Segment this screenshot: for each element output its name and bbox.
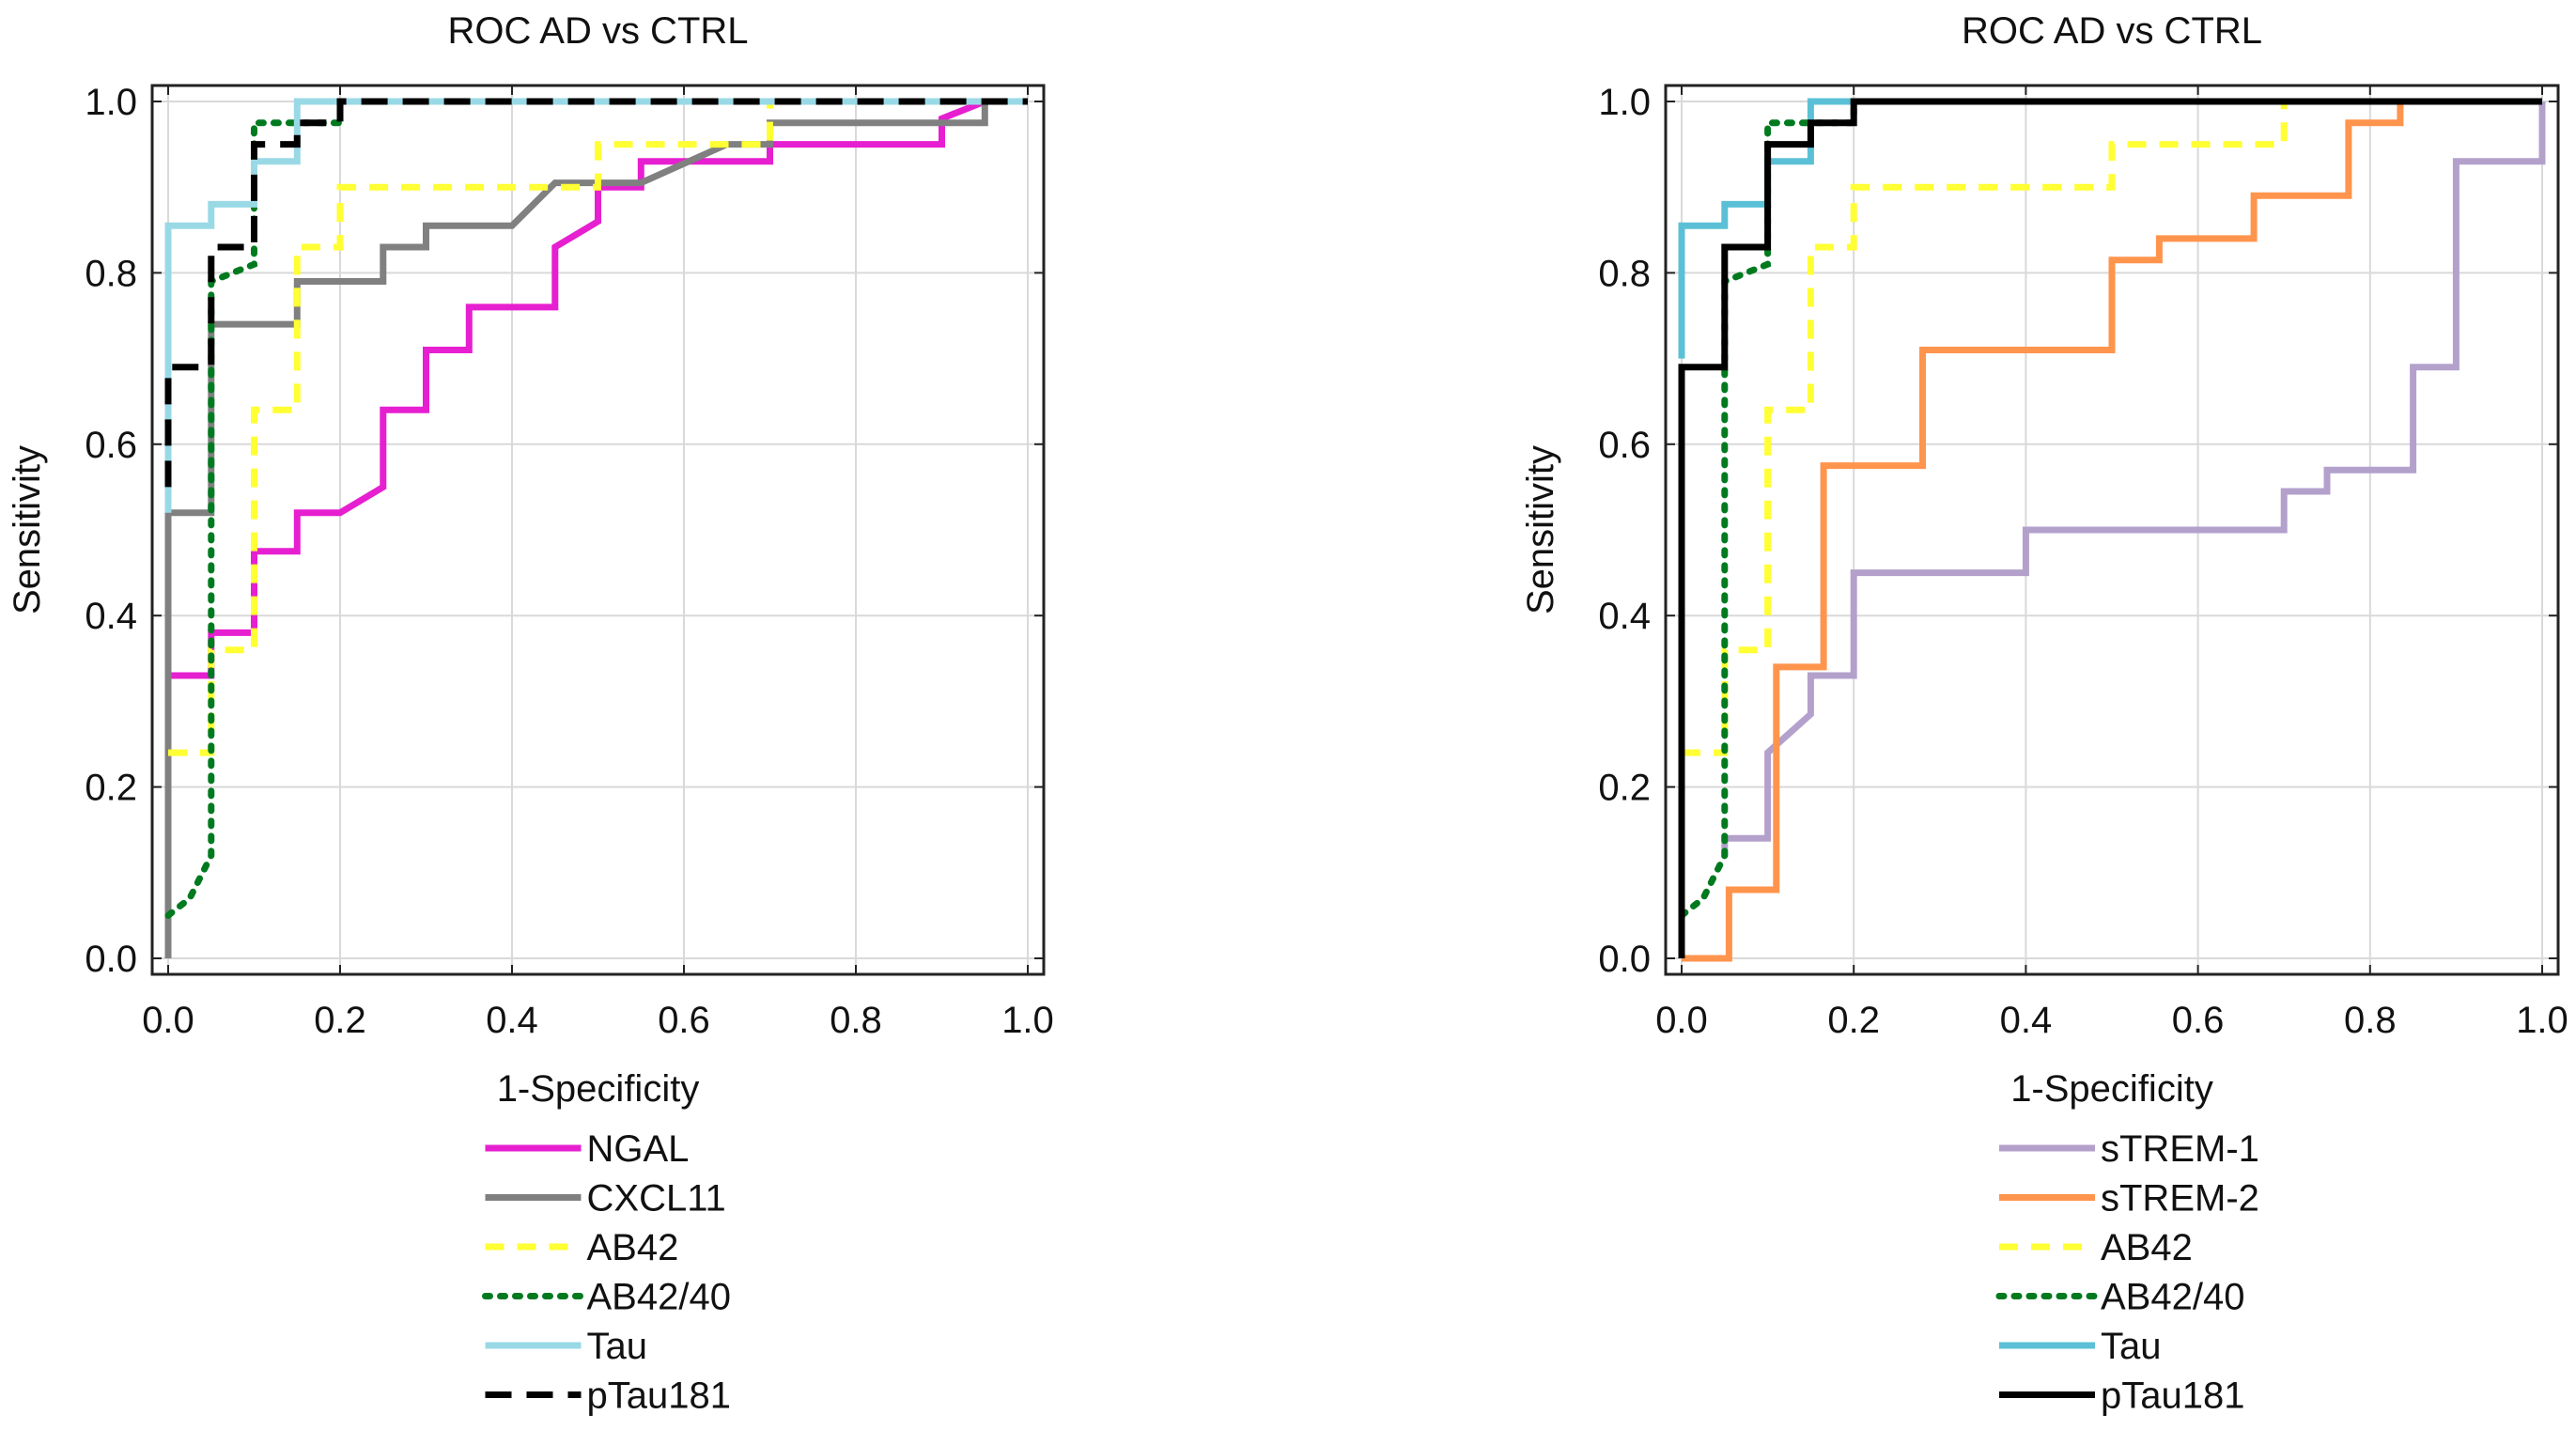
panel-2-xtick-label: 0.8 xyxy=(2344,1000,2397,1041)
panel-2: 0.0 0.2 0.4 0.6 0.8 1.0 0.0 0.2 0.4 0.6 0.8 1.0 ROC … xyxy=(1520,10,2568,1417)
panel-1-xtick-label: 0.4 xyxy=(486,1000,538,1041)
panel-1-xtick-label: 1.0 xyxy=(1001,1000,1054,1041)
panel-1-xtick-label: 0.6 xyxy=(658,1000,710,1041)
panel-1-ytick-label: 0.8 xyxy=(85,253,137,294)
panel-1-xtick-label: 0.0 xyxy=(142,1000,194,1041)
panel-2-legend-label-strem-1: sTREM-1 xyxy=(2101,1128,2259,1170)
panel-2-x-axis-label: 1-Specificity xyxy=(2010,1068,2213,1110)
panel-2-series-strem-2 xyxy=(1682,101,2404,962)
panel-2-legend-label-tau: Tau xyxy=(2101,1326,2162,1367)
panel-1-series-ngal xyxy=(168,98,1028,679)
panel-2-series-ab42-40 xyxy=(1678,98,2546,919)
panel-1-ytick-label: 0.6 xyxy=(85,425,137,466)
panel-1-y-axis-label: Sensitivity xyxy=(7,445,48,614)
panel-1-ytick-label: 0.0 xyxy=(85,939,137,980)
panel-2-y-axis-label: Sensitivity xyxy=(1520,445,1561,614)
panel-2-ytick-label: 1.0 xyxy=(1598,82,1651,123)
panel-1-series-group xyxy=(164,98,1032,958)
panel-2-legend-label-ab42: AB42 xyxy=(2101,1227,2193,1268)
panel-1-ytick-label: 1.0 xyxy=(85,82,137,123)
panel-2-legend: sTREM-1 sTREM-2 AB42 AB42/40 Tau pTau181 xyxy=(1995,1128,2259,1417)
panel-2-legend-label-ptau181: pTau181 xyxy=(2101,1376,2244,1417)
panel-1-title: ROC AD vs CTRL xyxy=(447,10,748,52)
panel-2-ytick-label: 0.6 xyxy=(1598,425,1651,466)
panel-2-series-ab42 xyxy=(1682,98,2542,756)
panel-1-ytick-label: 0.2 xyxy=(85,768,137,809)
panel-1-legend-label-ptau181: pTau181 xyxy=(587,1376,731,1417)
panel-2-xtick-label: 0.6 xyxy=(2172,1000,2225,1041)
panel-2-ytick-label: 0.4 xyxy=(1598,596,1651,637)
panel-2-xtick-label: 0.4 xyxy=(2000,1000,2053,1041)
panel-1-legend-label-ngal: NGAL xyxy=(587,1128,690,1170)
panel-1-series-ptau181 xyxy=(164,98,1028,488)
panel-1-legend-label-ab42: AB42 xyxy=(587,1227,679,1268)
panel-2-title: ROC AD vs CTRL xyxy=(1962,10,2262,52)
panel-1-xtick-label: 0.2 xyxy=(314,1000,366,1041)
panel-2-xtick-label: 0.0 xyxy=(1655,1000,1708,1041)
panel-2-legend-label-ab42-40: AB42/40 xyxy=(2101,1277,2244,1318)
panel-2-series-ptau181 xyxy=(1678,98,2542,958)
panel-1-series-tau xyxy=(164,98,1028,513)
panel-2-xtick-label: 0.2 xyxy=(1827,1000,1880,1041)
panel-2-ytick-label: 0.2 xyxy=(1598,768,1651,809)
panel-1-series-ab42 xyxy=(168,98,1028,756)
panel-2-series-strem-1 xyxy=(1721,101,2546,856)
panel-1-ytick-label: 0.4 xyxy=(85,596,137,637)
panel-1-legend-label-ab42-40: AB42/40 xyxy=(587,1277,731,1318)
panel-1-frame xyxy=(150,84,1046,976)
panel-1-x-axis-label: 1-Specificity xyxy=(497,1068,700,1110)
panel-1-xtick-label: 0.8 xyxy=(830,1000,882,1041)
panel-2-legend-label-strem-2: sTREM-2 xyxy=(2101,1178,2259,1220)
panel-1-legend: NGAL CXCL11 AB42 AB42/40 Tau pTau181 xyxy=(482,1128,731,1417)
panel-1-legend-label-tau: Tau xyxy=(587,1326,648,1367)
panel-2-ytick-label: 0.0 xyxy=(1598,939,1651,980)
panel-2-series-group xyxy=(1678,98,2546,962)
panel-2-ytick-label: 0.8 xyxy=(1598,253,1651,294)
panel-1: 0.0 0.2 0.4 0.6 0.8 1.0 0.0 0.2 0.4 0.6 0.8 1.0 ROC … xyxy=(7,10,1054,1417)
panel-2-frame xyxy=(1664,84,2560,976)
panel-2-xtick-label: 1.0 xyxy=(2516,1000,2568,1041)
panel-1-legend-label-cxcl11: CXCL11 xyxy=(587,1178,726,1220)
